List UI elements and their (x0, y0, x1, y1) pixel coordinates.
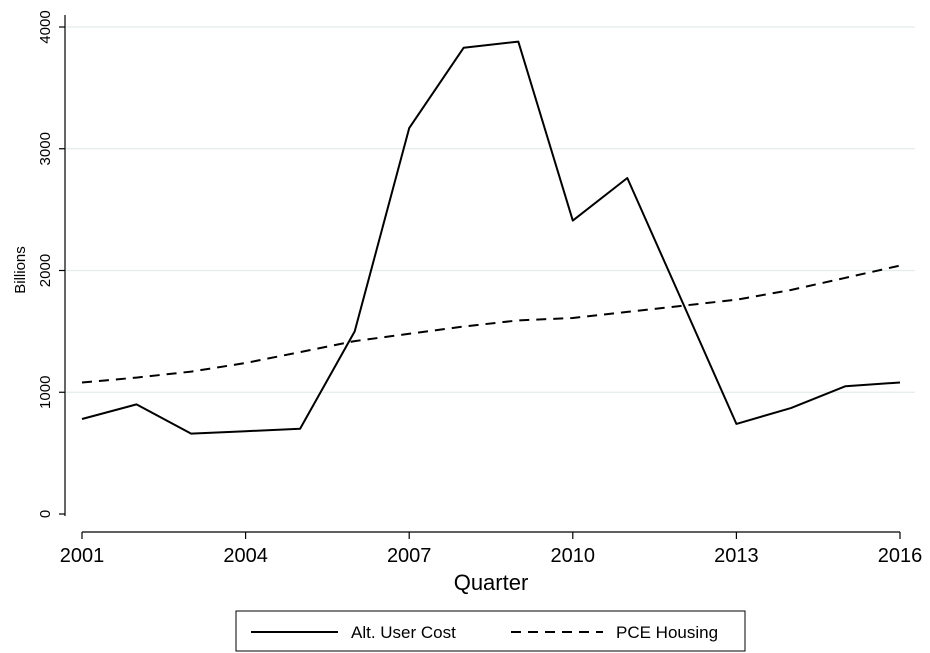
y-tick-label: 4000 (37, 10, 54, 43)
legend: Alt. User Cost PCE Housing (235, 610, 746, 652)
x-tick-label: 2013 (714, 545, 759, 567)
x-ticks: 2001 2004 2007 2010 2013 2016 (60, 532, 923, 567)
x-tick-label: 2001 (60, 545, 105, 567)
series-line-alt-user-cost (81, 40, 901, 435)
gridlines (66, 26, 915, 393)
x-tick-label: 2004 (223, 545, 268, 567)
legend-label-pce-housing: PCE Housing (616, 623, 718, 642)
x-tick-label: 2016 (878, 545, 923, 567)
series-line-pce-housing (81, 264, 901, 384)
x-axis-title: Quarter (454, 570, 529, 595)
y-tick-label: 3000 (37, 132, 54, 165)
axes (64, 15, 900, 533)
y-tick-label: 0 (37, 510, 54, 518)
y-tick-label: 2000 (37, 254, 54, 287)
y-tick-label: 1000 (37, 376, 54, 409)
y-ticks: 0 1000 2000 3000 4000 (37, 10, 65, 518)
x-tick-label: 2007 (387, 545, 432, 567)
y-axis-title: Billions (12, 246, 29, 294)
series-group (81, 40, 901, 435)
x-tick-label: 2010 (551, 545, 596, 567)
legend-label-alt-user-cost: Alt. User Cost (351, 623, 456, 642)
